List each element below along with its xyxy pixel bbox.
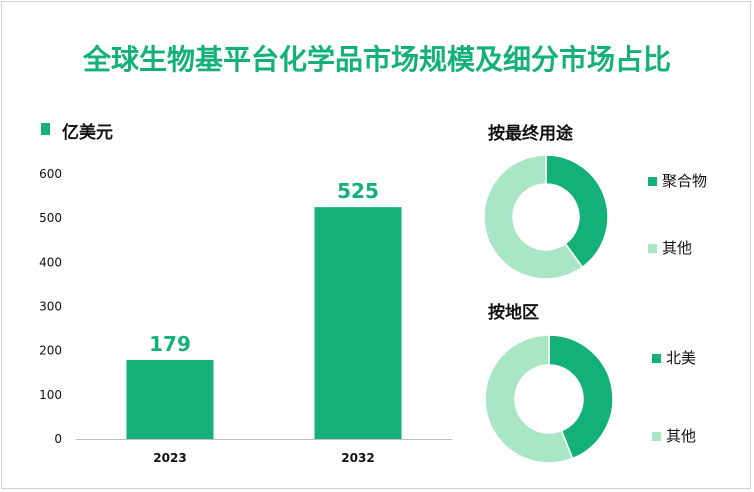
donut-end-use-title: 按最终用途 xyxy=(488,124,573,144)
donut-region-legend-swatch-0 xyxy=(652,354,661,363)
bar-legend-label: 亿美元 xyxy=(62,123,113,143)
y-tick-label: 0 xyxy=(54,432,62,446)
donut-region-legend-label-1: 其他 xyxy=(666,427,697,445)
bar xyxy=(126,359,214,439)
donut-region-title: 按地区 xyxy=(488,303,539,323)
donut-slice xyxy=(484,334,574,464)
page-title: 全球生物基平台化学品市场规模及细分市场占比 xyxy=(82,43,671,76)
bar-data-label: 525 xyxy=(337,179,379,203)
donut-end-use-legend-label-0: 聚合物 xyxy=(662,172,708,190)
bar-data-label: 179 xyxy=(149,332,191,356)
y-tick-label: 600 xyxy=(39,167,62,181)
donut-end-use-legend-swatch-0 xyxy=(648,177,657,186)
donut-slice xyxy=(548,334,614,460)
donut-end-use-legend-swatch-1 xyxy=(648,244,657,253)
x-tick-label: 2032 xyxy=(341,451,374,465)
y-tick-label: 500 xyxy=(39,211,62,225)
donut-end-use xyxy=(483,154,609,280)
x-tick-label: 2023 xyxy=(153,451,186,465)
y-tick-label: 100 xyxy=(39,388,62,402)
y-tick-label: 200 xyxy=(39,344,62,358)
donut-region xyxy=(484,334,614,464)
bar-legend-swatch xyxy=(41,123,50,135)
donut-slice xyxy=(545,154,609,269)
donut-region-legend-label-0: 北美 xyxy=(666,349,697,367)
bar xyxy=(314,207,402,439)
y-tick-label: 300 xyxy=(39,300,62,314)
donut-end-use-legend-label-1: 其他 xyxy=(662,239,693,257)
donut-slice xyxy=(483,154,584,280)
y-tick-label: 400 xyxy=(39,255,62,269)
donut-region-legend-swatch-1 xyxy=(652,432,661,441)
